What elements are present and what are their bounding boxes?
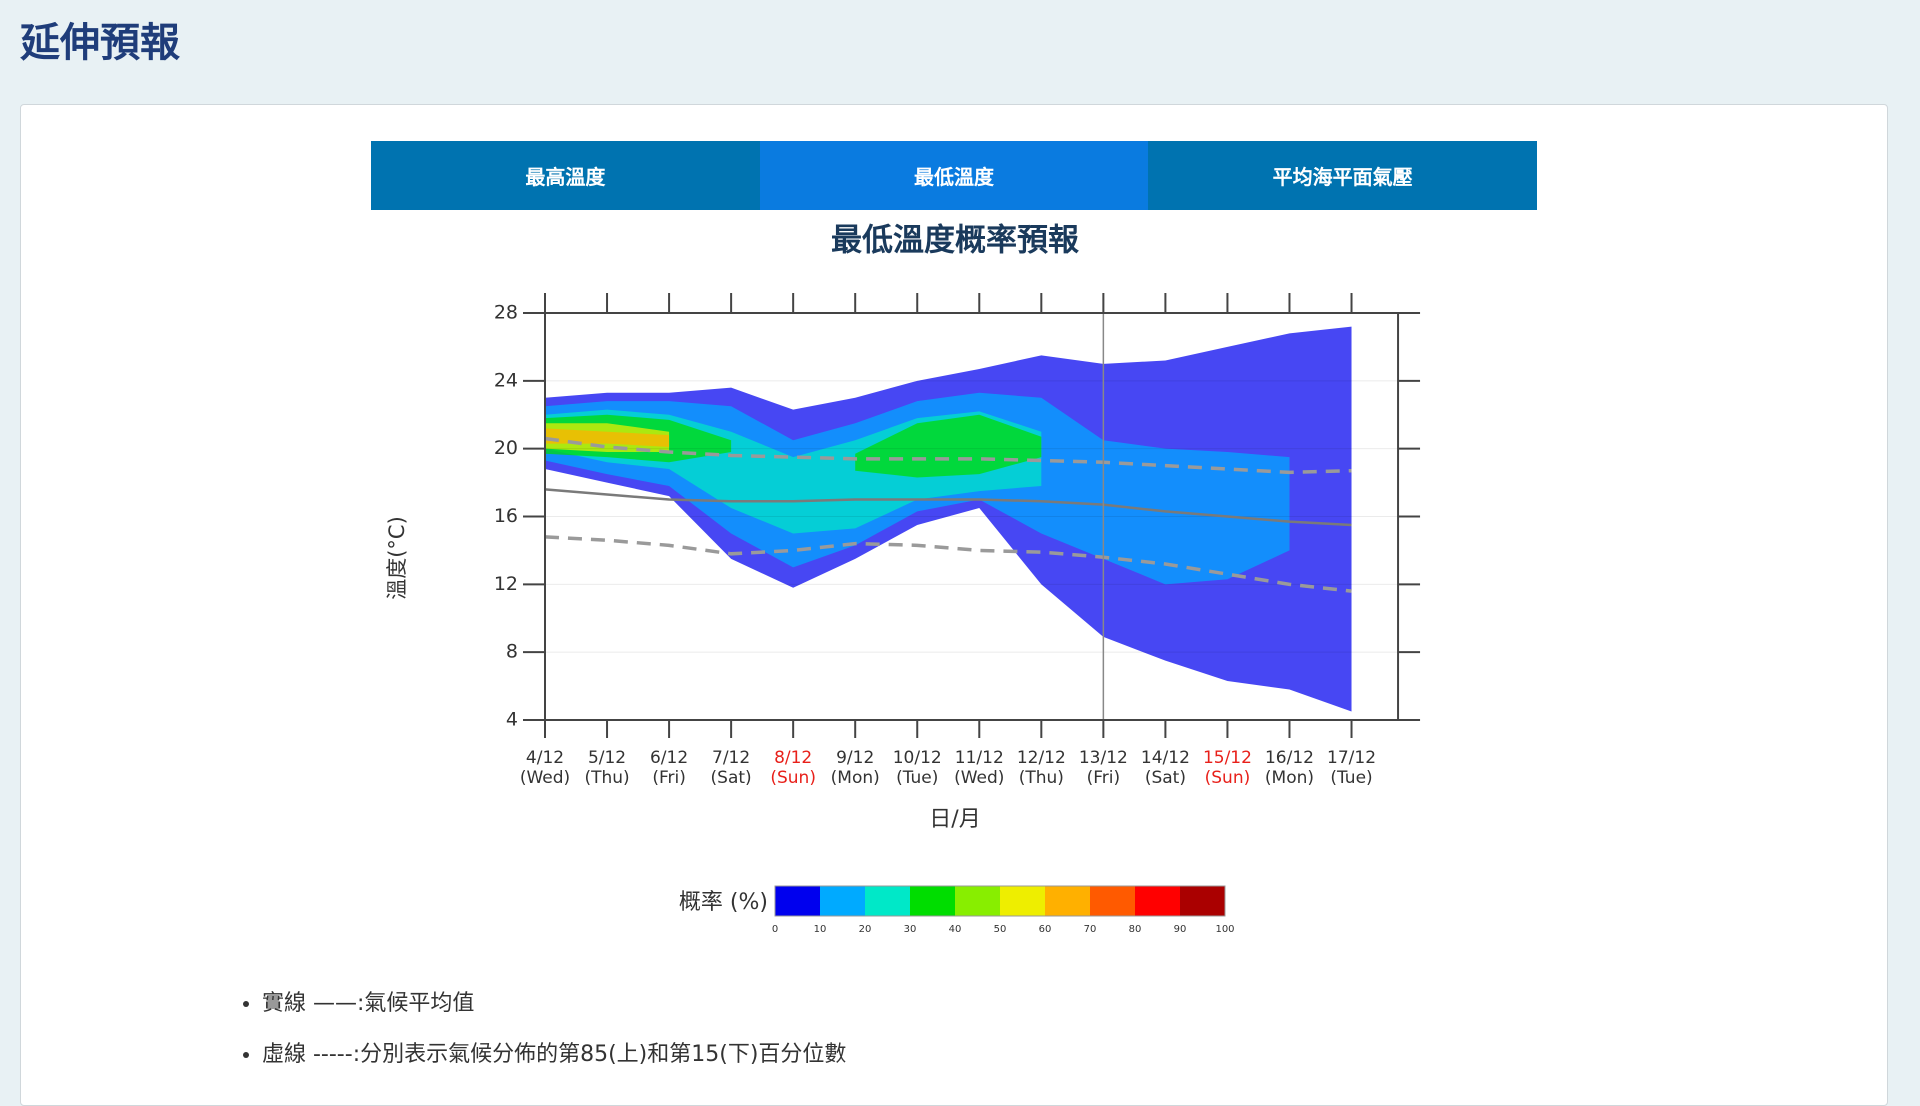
x-tick-weekday: (Thu) [584, 768, 629, 788]
colorbar-swatch [820, 886, 865, 916]
y-axis-label: 溫度(°C) [385, 516, 409, 600]
colorbar-tick-label: 70 [1084, 924, 1097, 935]
x-tick-label: 8/12 [774, 748, 812, 768]
probability-area [855, 414, 1042, 478]
note: 實線 ——:氣候平均值 [262, 985, 846, 1036]
x-tick-weekday: (Tue) [1330, 768, 1372, 788]
x-tick-weekday: (Sun) [1205, 768, 1251, 788]
x-axis-label: 日/月 [929, 807, 980, 832]
page-title: 延伸預報 [20, 20, 180, 66]
x-tick-weekday: (Wed) [520, 768, 570, 788]
colorbar-swatch [865, 886, 910, 916]
x-tick-label: 10/12 [893, 748, 942, 768]
note-term: 實線 —— [262, 991, 357, 1016]
tab[interactable]: 平均海平面氣壓 [1148, 141, 1538, 210]
colorbar-swatch [1090, 886, 1135, 916]
y-tick-label: 20 [494, 437, 518, 459]
chart-title: 最低溫度概率預報 [831, 223, 1080, 259]
colorbar-tick-label: 40 [949, 924, 962, 935]
x-tick-label: 5/12 [588, 748, 626, 768]
x-tick-weekday: (Fri) [1087, 768, 1121, 788]
x-tick-weekday: (Sat) [711, 768, 752, 788]
climate-line [544, 436, 1352, 475]
colorbar-swatch [1180, 886, 1225, 916]
colorbar-tick-label: 0 [772, 924, 778, 935]
note: 虛線 -----:分別表示氣候分佈的第85(上)和第15(下)百分位數 [262, 1036, 846, 1087]
colorbar-tick-label: 30 [904, 924, 917, 935]
colorbar-label: 概率 (%) [679, 890, 768, 915]
colorbar-swatch [1045, 886, 1090, 916]
colorbar-swatch [1000, 886, 1045, 916]
note-text: :分別表示氣候分佈的第85(上)和第15(下)百分位數 [352, 1042, 847, 1067]
x-tick-label: 13/12 [1079, 748, 1128, 768]
x-tick-label: 17/12 [1327, 748, 1376, 768]
colorbar-tick-label: 90 [1174, 924, 1187, 935]
y-tick-label: 12 [494, 573, 518, 595]
x-tick-weekday: (Thu) [1019, 768, 1064, 788]
x-tick-label: 12/12 [1017, 748, 1066, 768]
x-tick-label: 4/12 [526, 748, 564, 768]
x-tick-weekday: (Sun) [770, 768, 816, 788]
y-tick-label: 8 [506, 641, 518, 663]
climate-line [544, 488, 1352, 527]
x-tick-label: 9/12 [836, 748, 874, 768]
colorbar-tick-label: 50 [994, 924, 1007, 935]
colorbar-swatch [955, 886, 1000, 916]
colorbar-tick-label: 80 [1129, 924, 1142, 935]
plot [544, 312, 1399, 721]
colorbar-tick-label: 10 [814, 924, 827, 935]
y-tick-label: 24 [494, 369, 518, 391]
y-tick-label: 4 [506, 709, 518, 731]
tab[interactable]: 最低溫度 [759, 141, 1149, 210]
y-tick-label: 28 [494, 302, 518, 324]
climate-line [544, 535, 1352, 593]
x-tick-weekday: (Mon) [831, 768, 880, 788]
colorbar-tick-label: 100 [1215, 924, 1234, 935]
x-tick-weekday: (Fri) [652, 768, 686, 788]
y-tick-label: 16 [494, 505, 518, 527]
x-tick-label: 11/12 [955, 748, 1004, 768]
tabs: 最高溫度 最低溫度 平均海平面氣壓 [371, 141, 1538, 210]
x-tick-weekday: (Sat) [1145, 768, 1186, 788]
colorbar-frame [774, 885, 1226, 917]
notes: 實線 ——:氣候平均值虛線 -----:分別表示氣候分佈的第85(上)和第15(… [236, 985, 846, 1087]
colorbar-tick-label: 60 [1039, 924, 1052, 935]
colorbar-swatch [775, 886, 820, 916]
note-term: 虛線 ----- [262, 1042, 353, 1067]
note-text: :氣候平均值 [357, 991, 475, 1016]
x-tick-weekday: (Wed) [954, 768, 1004, 788]
x-tick-label: 7/12 [712, 748, 750, 768]
x-tick-label: 15/12 [1203, 748, 1252, 768]
x-tick-label: 16/12 [1265, 748, 1314, 768]
colorbar-swatch [910, 886, 955, 916]
x-tick-weekday: (Tue) [896, 768, 938, 788]
x-tick-label: 14/12 [1141, 748, 1190, 768]
colorbar-tick-label: 20 [859, 924, 872, 935]
x-tick-weekday: (Mon) [1265, 768, 1314, 788]
colorbar-swatch [1135, 886, 1180, 916]
x-tick-label: 6/12 [650, 748, 688, 768]
tab[interactable]: 最高溫度 [371, 141, 760, 210]
